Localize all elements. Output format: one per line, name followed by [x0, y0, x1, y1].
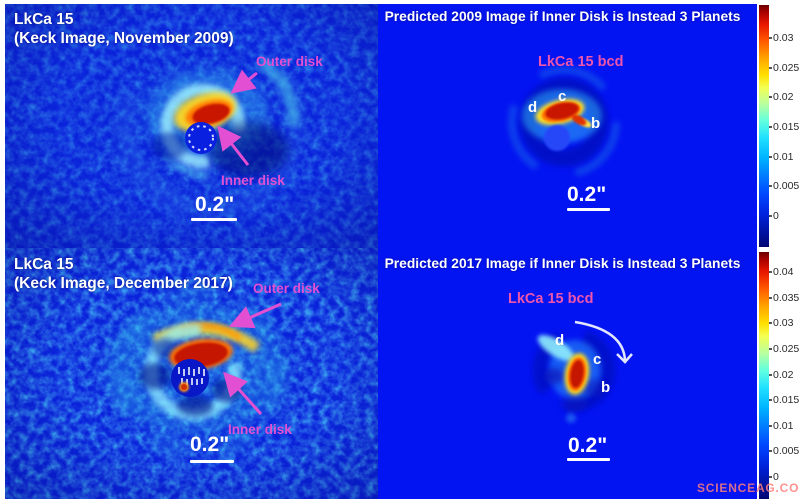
- colorbar-tick: [769, 399, 772, 401]
- colorbar-tick: [769, 67, 772, 69]
- inner-disk-arrow: [222, 371, 263, 416]
- colorbar-tick: [769, 322, 772, 324]
- pred-2017-title: Predicted 2017 Image if Inner Disk is In…: [384, 256, 741, 271]
- inner-disk-label: Inner disk: [221, 173, 285, 188]
- colorbar-tick-label: 0.035: [773, 292, 800, 304]
- panel-title-line2: (Keck Image, December 2017): [14, 275, 233, 292]
- panel-keck-2017: LkCa 15 (Keck Image, December 2017) Oute…: [5, 248, 378, 499]
- inner-disk-arrow: [217, 125, 250, 166]
- colorbar-tick-label: 0: [773, 471, 779, 483]
- panel-pred-2009: Predicted 2009 Image if Inner Disk is In…: [378, 4, 757, 248]
- planet-c-label: c: [593, 351, 602, 368]
- colorbar-tick: [769, 425, 772, 427]
- colorbar-tick-label: 0.02: [773, 91, 794, 103]
- panel-title-line1: LkCa 15: [14, 11, 74, 28]
- panel-title: LkCa 15 (Keck Image, December 2017): [14, 255, 233, 293]
- colorbar-tick-label: 0.03: [773, 32, 794, 44]
- planet-c-label: c: [558, 88, 567, 105]
- scale-bar-label: 0.2": [567, 183, 607, 206]
- scale-bar-line: [567, 458, 610, 461]
- colorbar-tick-label: 0.01: [773, 151, 794, 163]
- colorbar-tick: [769, 185, 772, 187]
- colorbar-tick-label: 0.03: [773, 317, 794, 329]
- disk-art-keck-2009: [116, 30, 304, 218]
- rotation-arrow: [574, 320, 633, 364]
- system-label: LkCa 15 bcd: [508, 291, 594, 307]
- colorbar-tick: [769, 126, 772, 128]
- colorbar-tick: [769, 476, 772, 478]
- outer-disk-arrow: [228, 302, 282, 329]
- planet-d-label: d: [555, 332, 565, 349]
- disk-art-keck-2017: [105, 286, 287, 460]
- colorbar-tick-label: 0.025: [773, 62, 800, 74]
- colorbar-top: [759, 5, 769, 247]
- colorbar-tick-label: 0.04: [773, 266, 794, 278]
- colorbar-tick-label: 0.015: [773, 121, 800, 133]
- panel-pred-2017: Predicted 2017 Image if Inner Disk is In…: [378, 248, 757, 499]
- colorbar-tick: [769, 96, 772, 98]
- colorbar-tick-label: 0.025: [773, 343, 800, 355]
- scale-bar-label: 0.2": [568, 434, 608, 457]
- outer-disk-arrow: [230, 69, 258, 94]
- colorbar-tick-label: 0.015: [773, 394, 800, 406]
- colorbar-tick-label: 0.01: [773, 420, 794, 432]
- scale-bar-line: [567, 208, 610, 211]
- panel-title: LkCa 15 (Keck Image, November 2009): [14, 10, 234, 48]
- colorbar-tick: [769, 348, 772, 350]
- scale-bar-line: [190, 460, 234, 463]
- scale-bar-line: [191, 218, 237, 221]
- system-label: LkCa 15 bcd: [538, 54, 624, 70]
- outer-disk-label: Outer disk: [253, 281, 320, 296]
- scale-bar-label: 0.2": [190, 433, 230, 456]
- colorbar-tick: [769, 374, 772, 376]
- colorbar-tick: [769, 37, 772, 39]
- colorbar-tick: [769, 215, 772, 217]
- colorbar-tick-label: 0: [773, 210, 779, 222]
- colorbar-tick: [769, 271, 772, 273]
- panel-title-line1: LkCa 15: [14, 256, 74, 273]
- panel-title-line2: (Keck Image, November 2009): [14, 30, 234, 47]
- planet-b-label: b: [591, 115, 601, 132]
- colorbar-bottom: [759, 252, 769, 499]
- colorbar-tick: [769, 450, 772, 452]
- colorbar-tick: [769, 156, 772, 158]
- colorbar-tick-label: 0.005: [773, 180, 800, 192]
- inner-disk-label: Inner disk: [228, 422, 292, 437]
- planet-b-label: b: [601, 379, 611, 396]
- colorbar-tick-label: 0.02: [773, 369, 794, 381]
- disk-art-pred-2009: [508, 66, 620, 178]
- watermark: SCIENCEAG.COM: [697, 481, 800, 495]
- colorbar-tick-label: 0.005: [773, 445, 800, 457]
- planet-d-label: d: [528, 99, 538, 116]
- scale-bar-label: 0.2": [195, 193, 235, 216]
- pred-2009-title: Predicted 2009 Image if Inner Disk is In…: [384, 9, 741, 24]
- outer-disk-label: Outer disk: [256, 54, 323, 69]
- colorbar-tick: [769, 297, 772, 299]
- panel-keck-2009: LkCa 15 (Keck Image, November 2009) Oute…: [5, 4, 378, 248]
- disk-art-pred-2017: [532, 320, 633, 423]
